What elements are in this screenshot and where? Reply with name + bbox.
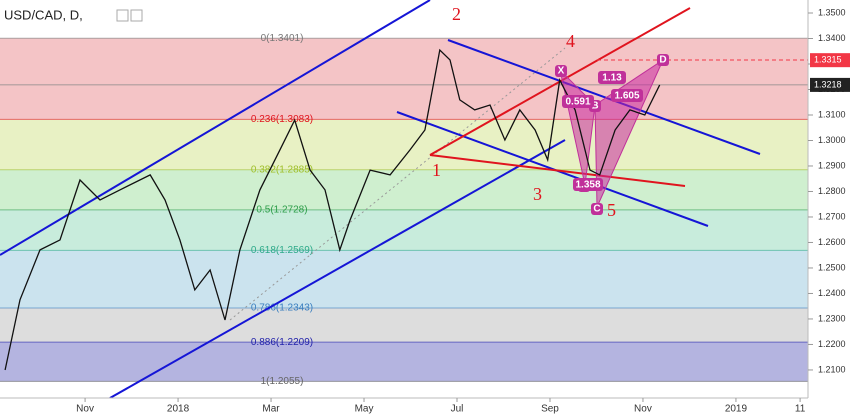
fib-label: 0(1.3401) (261, 33, 304, 44)
y-tick-label: 1.2500 (818, 262, 846, 272)
wave-label: 5 (607, 200, 616, 220)
channel-upper (0, 0, 431, 256)
ratio-box (573, 178, 603, 191)
fib-zone (0, 307, 808, 343)
price-line (4, 48, 661, 371)
wave-label: 4 (566, 31, 575, 51)
fib-zone (0, 38, 808, 120)
y-tick-label: 1.2900 (818, 160, 846, 170)
y-tick-label: 1.2800 (818, 186, 846, 196)
wave-label: 2 (452, 4, 461, 24)
axes: 1.35001.34001.33001.32001.31001.30001.29… (76, 7, 850, 415)
ratio-label: 1.358 (575, 180, 600, 191)
point-box (555, 65, 567, 77)
fib-zone (0, 209, 808, 251)
fib-label: 0.618(1.2569) (251, 245, 313, 256)
x-tick-label: 11 (795, 404, 806, 415)
fib-zone (0, 169, 808, 210)
fib-label: 0.236(1.3083) (251, 114, 313, 125)
price (4, 48, 661, 371)
fib-zone (0, 250, 808, 308)
wave-label: 1 (432, 160, 441, 180)
y-tick-label: 1.2200 (818, 339, 846, 349)
point-label: B (591, 101, 598, 112)
price-label: 1.3218 (814, 79, 842, 89)
x-tick-label: Nov (76, 404, 94, 415)
annotations: 1 2 3 4 5 X A B C D 1.13 0.591 1.605 1.3… (432, 4, 669, 220)
point-label: D (659, 55, 666, 66)
price-box (810, 53, 850, 68)
chart-title: USD/CAD, D, (4, 7, 83, 22)
fib-label: 0.886(1.2209) (251, 337, 313, 348)
wedge-upper (447, 39, 761, 155)
fib-label: 0.786(1.2343) (251, 303, 313, 314)
price-label: 1.3315 (814, 55, 842, 65)
x-tick-label: Mar (262, 404, 280, 415)
price-axis-bg (808, 0, 850, 417)
y-tick-label: 1.3500 (818, 7, 846, 17)
point-box (591, 203, 603, 215)
fib-zones: 0(1.3401) 0.236(1.3083) 0.382(1.2885) 0.5(1… (0, 33, 808, 387)
ratio-box (611, 89, 643, 102)
ratio-label: 1.13 (602, 73, 622, 84)
y-tick-label: 1.2100 (818, 364, 846, 374)
y-tick-label: 1.2400 (818, 288, 846, 298)
fib-label: 0.382(1.2885) (251, 164, 313, 175)
y-tick-label: 1.3100 (818, 109, 846, 119)
y-tick-label: 1.2700 (818, 211, 846, 221)
point-box (657, 54, 669, 66)
channel-lower (109, 139, 566, 399)
fib-label: 0.5(1.2728) (256, 204, 307, 215)
fib-zone (0, 119, 808, 170)
x-tick-label: 2018 (167, 404, 190, 415)
y-tick-label: 1.2300 (818, 313, 846, 323)
red-falling (429, 154, 686, 187)
y-tick-label: 1.3400 (818, 33, 846, 43)
x-tick-label: Sep (541, 404, 559, 415)
price-box (810, 77, 850, 92)
time-axis-bg (0, 398, 850, 417)
x-tick-label: May (355, 404, 374, 415)
wave-label: 3 (533, 184, 542, 204)
point-label: C (593, 204, 600, 215)
y-tick-label: 1.2600 (818, 237, 846, 247)
fib-zone (0, 342, 808, 382)
dotted-trend (229, 47, 566, 321)
fib-label: 1(1.2055) (261, 376, 304, 387)
settings-icon[interactable] (116, 9, 129, 22)
ratio-box (598, 71, 626, 84)
x-tick-label: 2019 (725, 404, 748, 415)
ratio-box (562, 95, 594, 108)
x-tick-label: Nov (634, 404, 652, 415)
x-tick-label: Jul (451, 404, 464, 415)
point-label: X (558, 66, 565, 77)
y-tick-label: 1.3000 (818, 135, 846, 145)
settings-icon[interactable] (130, 9, 143, 22)
ratio-label: 1.605 (614, 91, 639, 102)
ratio-label: 0.591 (565, 97, 590, 108)
